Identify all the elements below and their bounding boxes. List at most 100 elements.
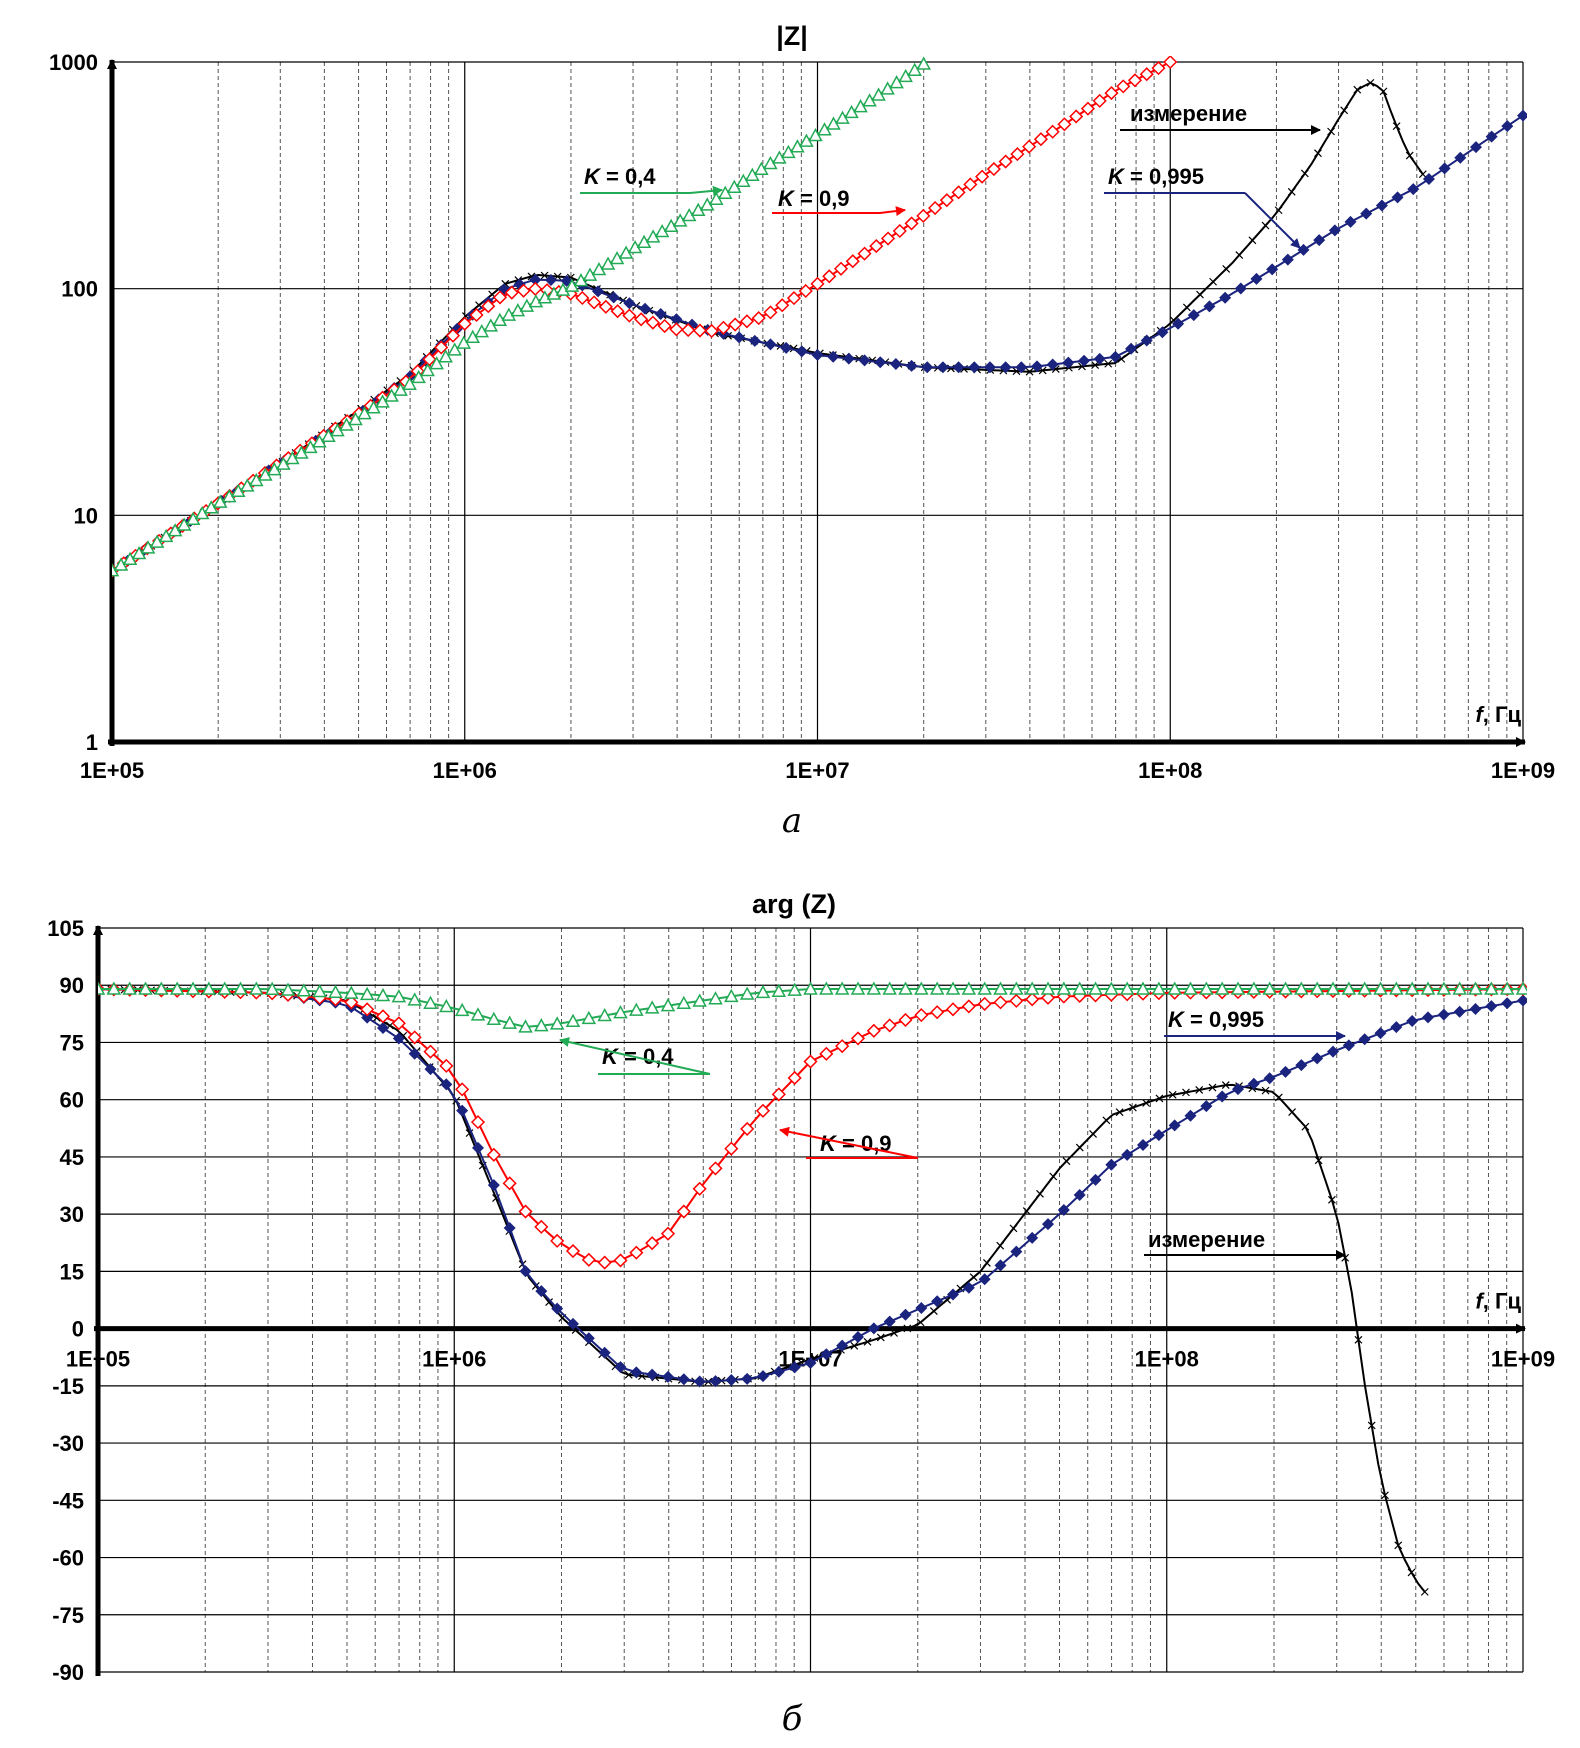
y-tick-label: 1 (86, 730, 98, 755)
y-tick-label: 45 (60, 1145, 84, 1170)
data-point (914, 981, 929, 995)
data-point (1300, 169, 1309, 178)
data-point (1353, 85, 1362, 94)
data-point (1010, 147, 1025, 162)
data-point (575, 290, 590, 306)
data-point (1183, 981, 1198, 995)
data-point (1026, 1231, 1039, 1244)
data-point (1128, 1103, 1137, 1112)
data-point (903, 1324, 912, 1333)
data-point (1119, 981, 1135, 995)
data-point (947, 1288, 959, 1301)
annotation-rest: = 0,995 (1124, 164, 1204, 189)
data-point (1182, 1088, 1190, 1097)
annotation-label: K = 0,995 (1168, 1007, 1264, 1032)
data-point (598, 299, 613, 314)
data-point (233, 981, 248, 995)
data-point (1274, 1093, 1283, 1102)
data-point (1314, 149, 1322, 158)
data-point (834, 981, 850, 995)
data-point (1172, 317, 1185, 330)
annotation-italic: K (778, 186, 796, 211)
data-point (775, 298, 790, 313)
data-point (201, 981, 217, 995)
data-point (423, 1044, 438, 1059)
series-diamond-open (112, 56, 1178, 578)
annotation-label: K = 0,4 (584, 164, 656, 189)
data-point (905, 359, 918, 372)
data-point (845, 254, 860, 269)
x-tick-label: 1E+09 (1491, 1347, 1555, 1372)
data-point (739, 314, 755, 329)
data-point (392, 1032, 405, 1045)
data-point (518, 1204, 533, 1219)
data-point (709, 1375, 722, 1388)
data-point (1360, 207, 1373, 220)
data-point (312, 983, 327, 998)
y-tick-label: 100 (61, 277, 98, 302)
data-point (1069, 109, 1084, 124)
data-point (1109, 350, 1122, 363)
grid (97, 927, 1524, 1673)
data-point (445, 328, 461, 343)
data-point (360, 1002, 375, 1017)
data-point (928, 200, 943, 216)
y-tick-label: -60 (52, 1546, 84, 1571)
annotation-rest: измерение (1148, 1227, 1265, 1252)
data-point (681, 322, 696, 338)
data-point (545, 1298, 554, 1307)
data-point (929, 981, 945, 995)
data-point (999, 361, 1012, 374)
data-point (1311, 1052, 1324, 1065)
data-point (978, 1273, 991, 1286)
data-point (1046, 358, 1059, 371)
data-point (947, 364, 955, 373)
data-point (613, 1253, 628, 1268)
data-point (534, 1018, 549, 1032)
data-point (122, 981, 137, 995)
y-tick-label: 30 (60, 1202, 84, 1227)
data-point (657, 318, 672, 334)
data-point (771, 1087, 786, 1102)
data-point (1009, 1224, 1018, 1233)
data-point (1015, 361, 1028, 374)
data-point (1024, 981, 1040, 995)
data-point (1116, 79, 1131, 94)
data-point (1219, 291, 1232, 304)
data-point (1080, 101, 1096, 116)
data-point (1214, 981, 1230, 995)
data-point (1235, 251, 1244, 259)
data-point (1155, 1094, 1164, 1103)
data-point (1156, 326, 1169, 339)
data-point (504, 285, 519, 300)
data-point (639, 302, 652, 315)
data-point (565, 1243, 581, 1259)
data-point (1105, 1158, 1118, 1171)
x-tick-label: 1E+06 (433, 758, 497, 783)
data-point (692, 993, 707, 1007)
data-point (804, 1356, 817, 1369)
data-point (1418, 170, 1427, 179)
data-point (1394, 1541, 1403, 1550)
data-point (1366, 78, 1375, 87)
data-point (328, 984, 343, 999)
data-point (1262, 981, 1277, 995)
data-point (1250, 272, 1263, 285)
data-point (454, 1002, 470, 1017)
data-point (481, 299, 496, 314)
data-point (708, 991, 723, 1005)
data-point (469, 307, 484, 323)
data-point (739, 986, 755, 1000)
data-point (529, 273, 542, 286)
annotation-rest: = 0,9 (794, 186, 850, 211)
annotation-italic: K (820, 1131, 838, 1156)
data-point (1420, 1587, 1429, 1596)
data-point (869, 239, 884, 254)
data-point (472, 1141, 484, 1154)
data-point (1484, 981, 1499, 995)
data-point (502, 1176, 517, 1191)
annotation-arrow (689, 185, 723, 196)
data-point (1341, 981, 1357, 995)
data-point (375, 1009, 391, 1024)
